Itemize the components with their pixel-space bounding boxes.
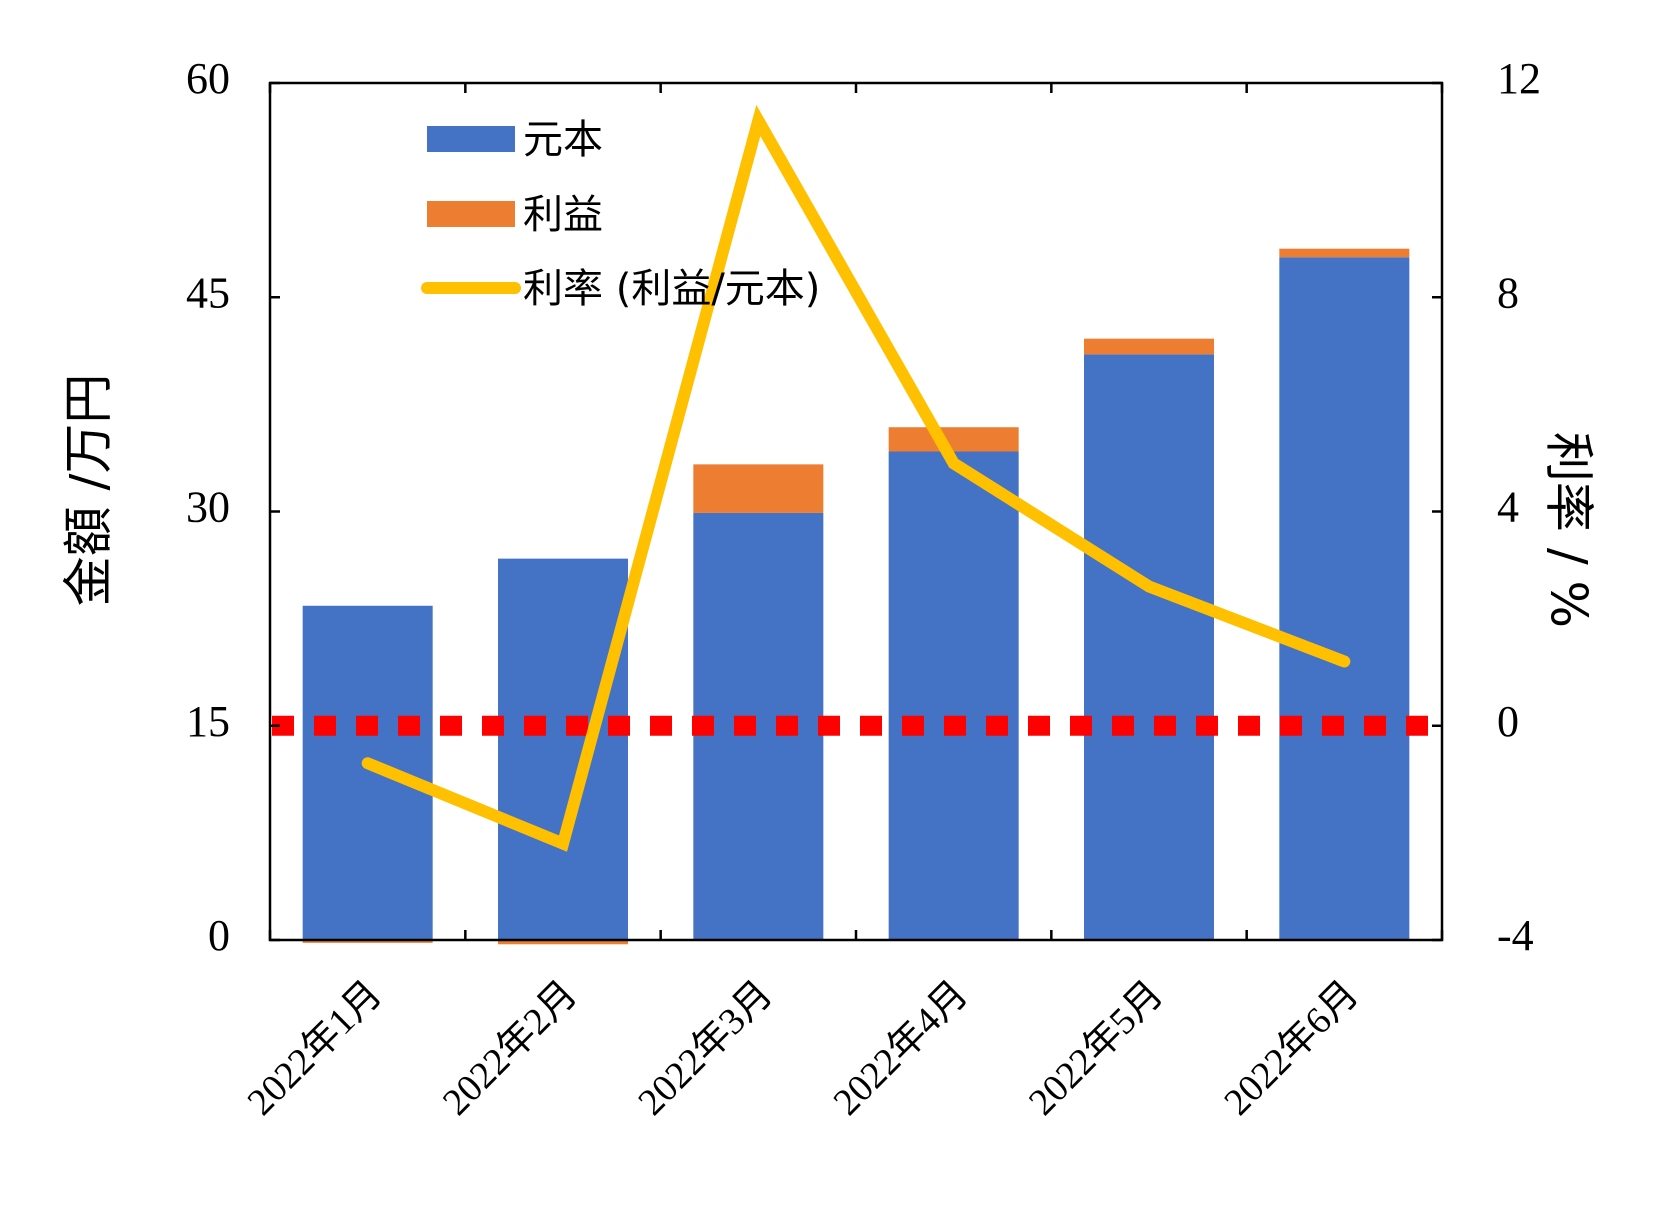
- point-rate: [757, 119, 760, 122]
- point-rate: [562, 842, 564, 845]
- point-rate: [366, 762, 369, 765]
- bar-profit: [302, 940, 433, 943]
- x-category-label: 2022年4月: [826, 973, 977, 1124]
- point-rate: [1343, 660, 1346, 663]
- tick-labels-layer: 0 15 30 45 60 -4 0 4 8 12: [186, 54, 1541, 960]
- x-category-label: 2022年1月: [240, 973, 391, 1124]
- bar-principal: [1279, 257, 1410, 940]
- y-right-tick-label: 0: [1497, 697, 1519, 746]
- category-labels-layer: 2022年1月 2022年2月 2022年3月 2022年4月 2022年5月 2022年…: [240, 973, 1367, 1124]
- bar-profit: [888, 427, 1019, 452]
- x-category-label: 2022年5月: [1021, 973, 1172, 1124]
- y-right-tick-label: 12: [1497, 54, 1541, 103]
- legend-swatch-profit: [427, 201, 515, 227]
- rate-line-layer: [361, 104, 1351, 852]
- bar-profit: [498, 940, 628, 945]
- y-left-tick-label: 0: [208, 911, 230, 960]
- x-category-label: 2022年6月: [1216, 973, 1367, 1124]
- bar-principal: [302, 605, 433, 940]
- y-left-tick-label: 15: [186, 697, 230, 746]
- bar-principal: [498, 558, 628, 940]
- x-category-label: 2022年3月: [630, 973, 781, 1124]
- y-right-tick-label: -4: [1497, 911, 1534, 960]
- line-rate: [361, 104, 1351, 852]
- bar-profit: [1084, 338, 1214, 355]
- axes-layer: [268, 81, 1444, 942]
- legend-swatch-principal: [427, 126, 515, 152]
- point-rate: [1148, 585, 1150, 588]
- legend-label-principal: 元本: [523, 117, 603, 163]
- bar-principal: [1084, 354, 1214, 941]
- x-category-label: 2022年2月: [435, 973, 586, 1124]
- y-right-axis-title: 利率 / %: [1540, 432, 1598, 628]
- y-left-tick-label: 30: [186, 483, 230, 532]
- y-left-axis-title: 金額 /万円: [60, 374, 118, 607]
- y-right-tick-label: 4: [1497, 483, 1519, 532]
- y-right-tick-label: 8: [1497, 268, 1519, 317]
- bar-profit: [1279, 248, 1410, 258]
- y-left-tick-label: 45: [186, 268, 230, 317]
- legend-label-rate: 利率 (利益/元本): [523, 266, 820, 312]
- bar-profit: [693, 464, 824, 513]
- point-rate: [952, 462, 955, 465]
- bar-principal: [693, 512, 824, 940]
- legend: 元本 利益 利率 (利益/元本): [421, 117, 820, 312]
- legend-label-profit: 利益: [523, 192, 603, 238]
- bars-layer: [302, 248, 1410, 945]
- bar-principal: [888, 451, 1019, 940]
- y-left-tick-label: 60: [186, 54, 230, 103]
